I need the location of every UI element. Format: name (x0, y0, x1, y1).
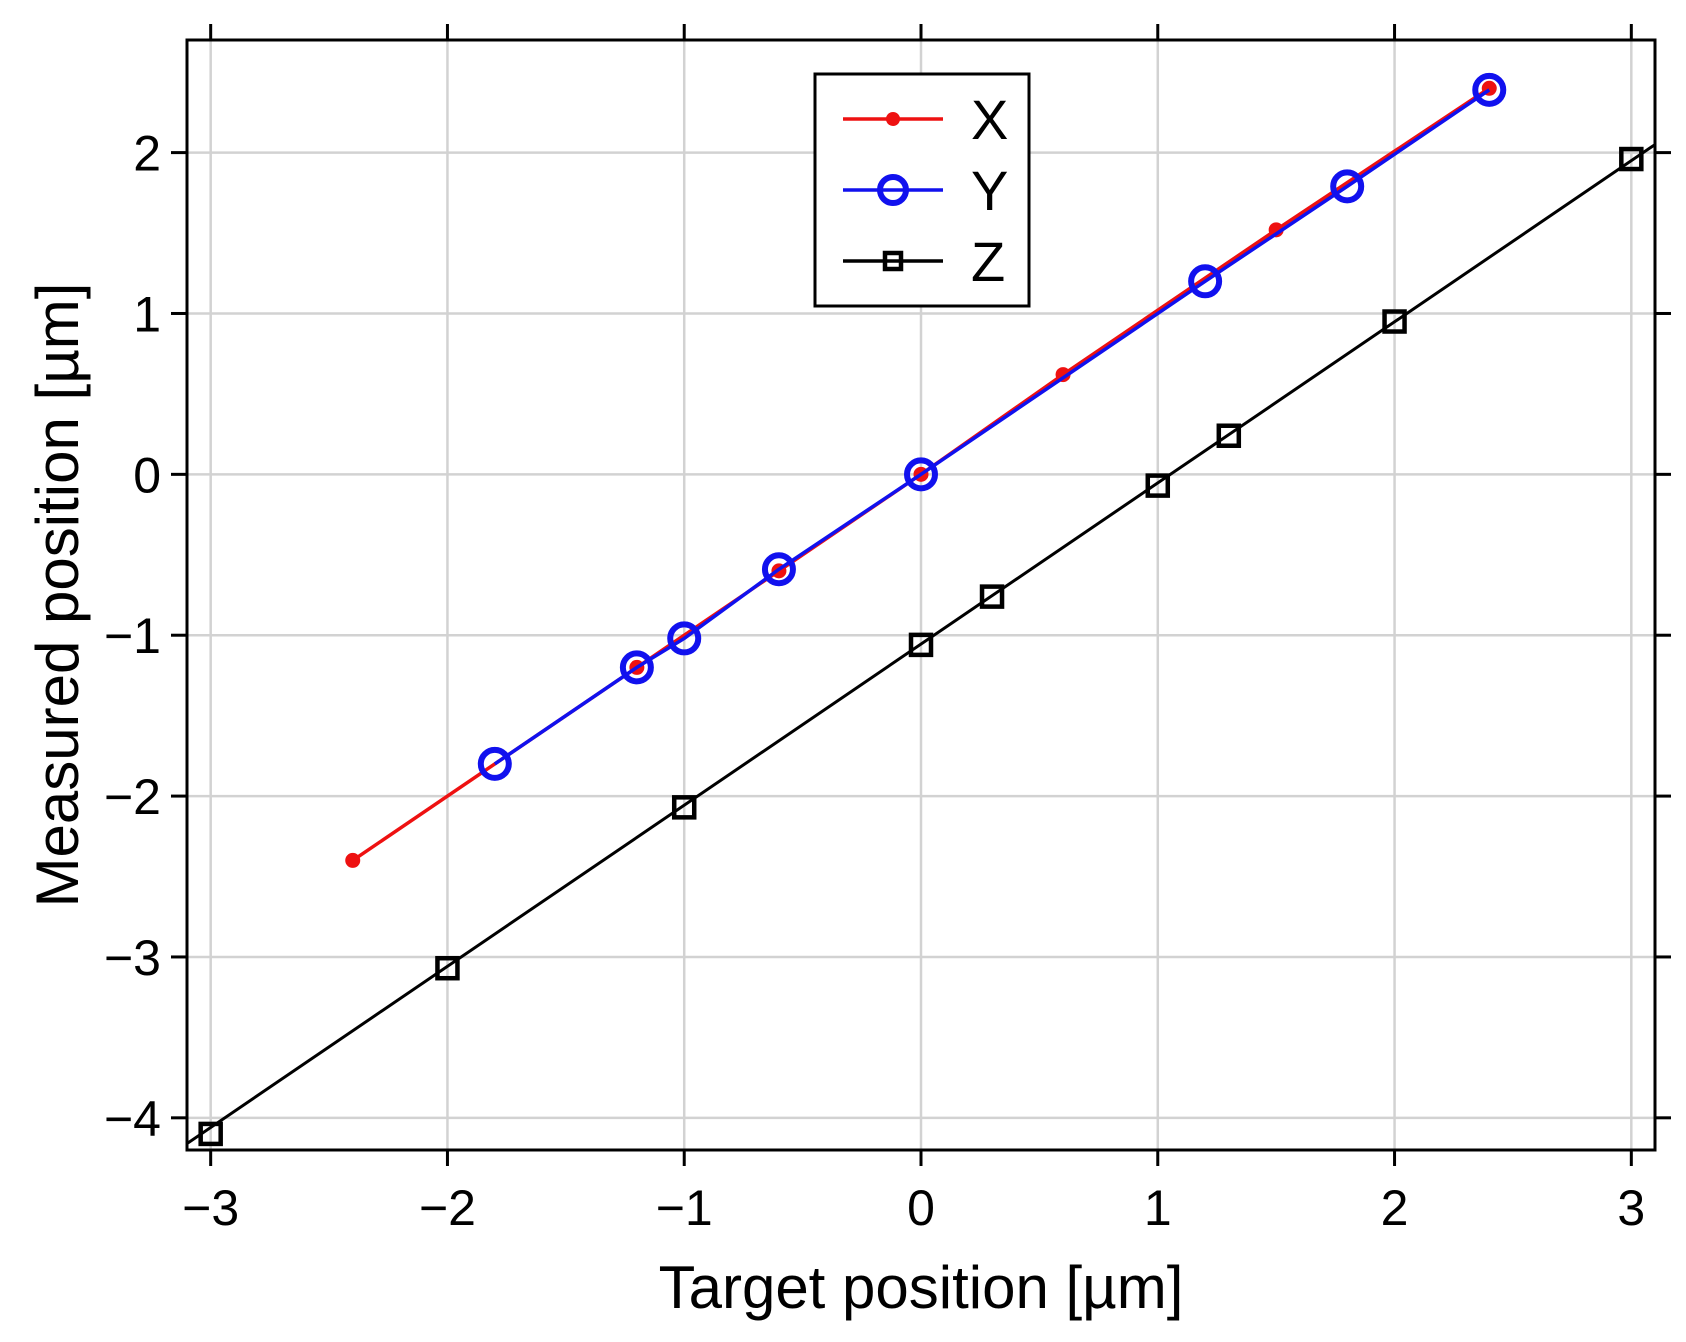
y-tick-label: −2 (104, 769, 161, 825)
y-tick-label: 1 (133, 286, 161, 342)
legend-label-x: X (971, 88, 1008, 151)
series-y-point (904, 457, 938, 492)
series-y-point (619, 650, 654, 685)
series-z-fit-line (186, 143, 1656, 1145)
series-y-point (1188, 264, 1223, 299)
legend-item-x: X (843, 88, 1008, 151)
series-y-point (477, 746, 512, 781)
series-z-point (908, 632, 934, 658)
series-x-point (345, 852, 361, 868)
series-x-point (1268, 222, 1284, 238)
series-z-point (198, 1121, 223, 1147)
series-y-point (667, 621, 702, 656)
series-y-point (1330, 169, 1365, 204)
series-z-point (435, 955, 460, 981)
series-y-line (493, 88, 1491, 766)
x-tick-label: 0 (907, 1180, 935, 1236)
y-tick-label: −3 (104, 930, 161, 986)
legend-marker-x (886, 112, 900, 126)
y-tick-label: −1 (104, 608, 161, 664)
y-tick-labels: −4 −3 −2 −1 0 1 2 (104, 126, 161, 1147)
series-y (477, 72, 1507, 781)
series-z-point (979, 584, 1005, 609)
series-z-point (1145, 473, 1171, 498)
series-y-point (1472, 72, 1507, 107)
plot-frame (185, 38, 1657, 1152)
legend: XYZ (813, 72, 1031, 308)
series-y-point (761, 552, 796, 587)
axis-ticks (171, 24, 1671, 1166)
x-tick-label: 3 (1617, 1180, 1645, 1236)
x-tick-label: −1 (656, 1180, 713, 1236)
legend-marker-y (877, 174, 909, 206)
x-tick-labels: −3 −2 −1 0 1 2 3 (182, 1180, 1645, 1236)
series-z-point (1382, 309, 1407, 334)
series-z-point (1619, 146, 1644, 172)
series-z-point (671, 795, 697, 820)
x-tick-label: 1 (1144, 1180, 1172, 1236)
x-tick-label: −3 (182, 1180, 239, 1236)
legend-item-y: Y (843, 159, 1008, 222)
legend-label-z: Z (971, 230, 1005, 293)
y-tick-label: 2 (133, 126, 161, 182)
y-tick-label: 0 (133, 447, 161, 503)
series (186, 72, 1656, 1147)
series-z (186, 143, 1656, 1147)
legend-item-z: Z (843, 230, 1005, 293)
series-z-point (1216, 423, 1242, 448)
legend-label-y: Y (971, 159, 1008, 222)
y-tick-label: −4 (104, 1091, 161, 1147)
x-tick-label: −2 (419, 1180, 476, 1236)
y-axis-label: Measured position [µm] (24, 283, 91, 908)
x-axis-label: Target position [µm] (659, 1254, 1184, 1321)
x-tick-label: 2 (1381, 1180, 1409, 1236)
legend-marker-z (882, 250, 904, 272)
